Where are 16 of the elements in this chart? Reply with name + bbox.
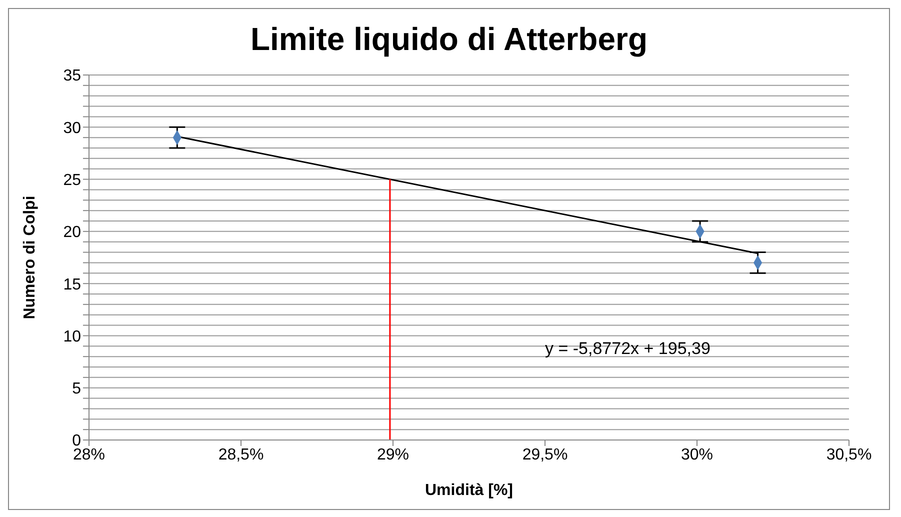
y-tick-label: 15 xyxy=(63,276,82,294)
x-tick-label: 30,5% xyxy=(826,446,872,464)
y-tick-label: 25 xyxy=(63,172,82,189)
y-tick-label: 20 xyxy=(63,224,82,242)
x-tick-label: 28,5% xyxy=(218,446,264,464)
x-tick-label: 29% xyxy=(376,446,410,464)
y-tick-label: 35 xyxy=(63,68,82,85)
annotation: y = -5,8772x + 195,39 xyxy=(545,339,710,359)
y-tick-label: 30 xyxy=(63,120,82,137)
y-tick-label: 10 xyxy=(63,328,82,346)
x-axis-title: Umidità [%] xyxy=(425,482,513,499)
x-tick-label: 30% xyxy=(680,446,714,464)
y-tick-label: 5 xyxy=(72,380,82,398)
y-axis-title: Numero di Colpi xyxy=(22,196,39,320)
chart-title: Limite liquido di Atterberg xyxy=(249,21,649,59)
x-tick-label: 29,5% xyxy=(522,446,568,464)
